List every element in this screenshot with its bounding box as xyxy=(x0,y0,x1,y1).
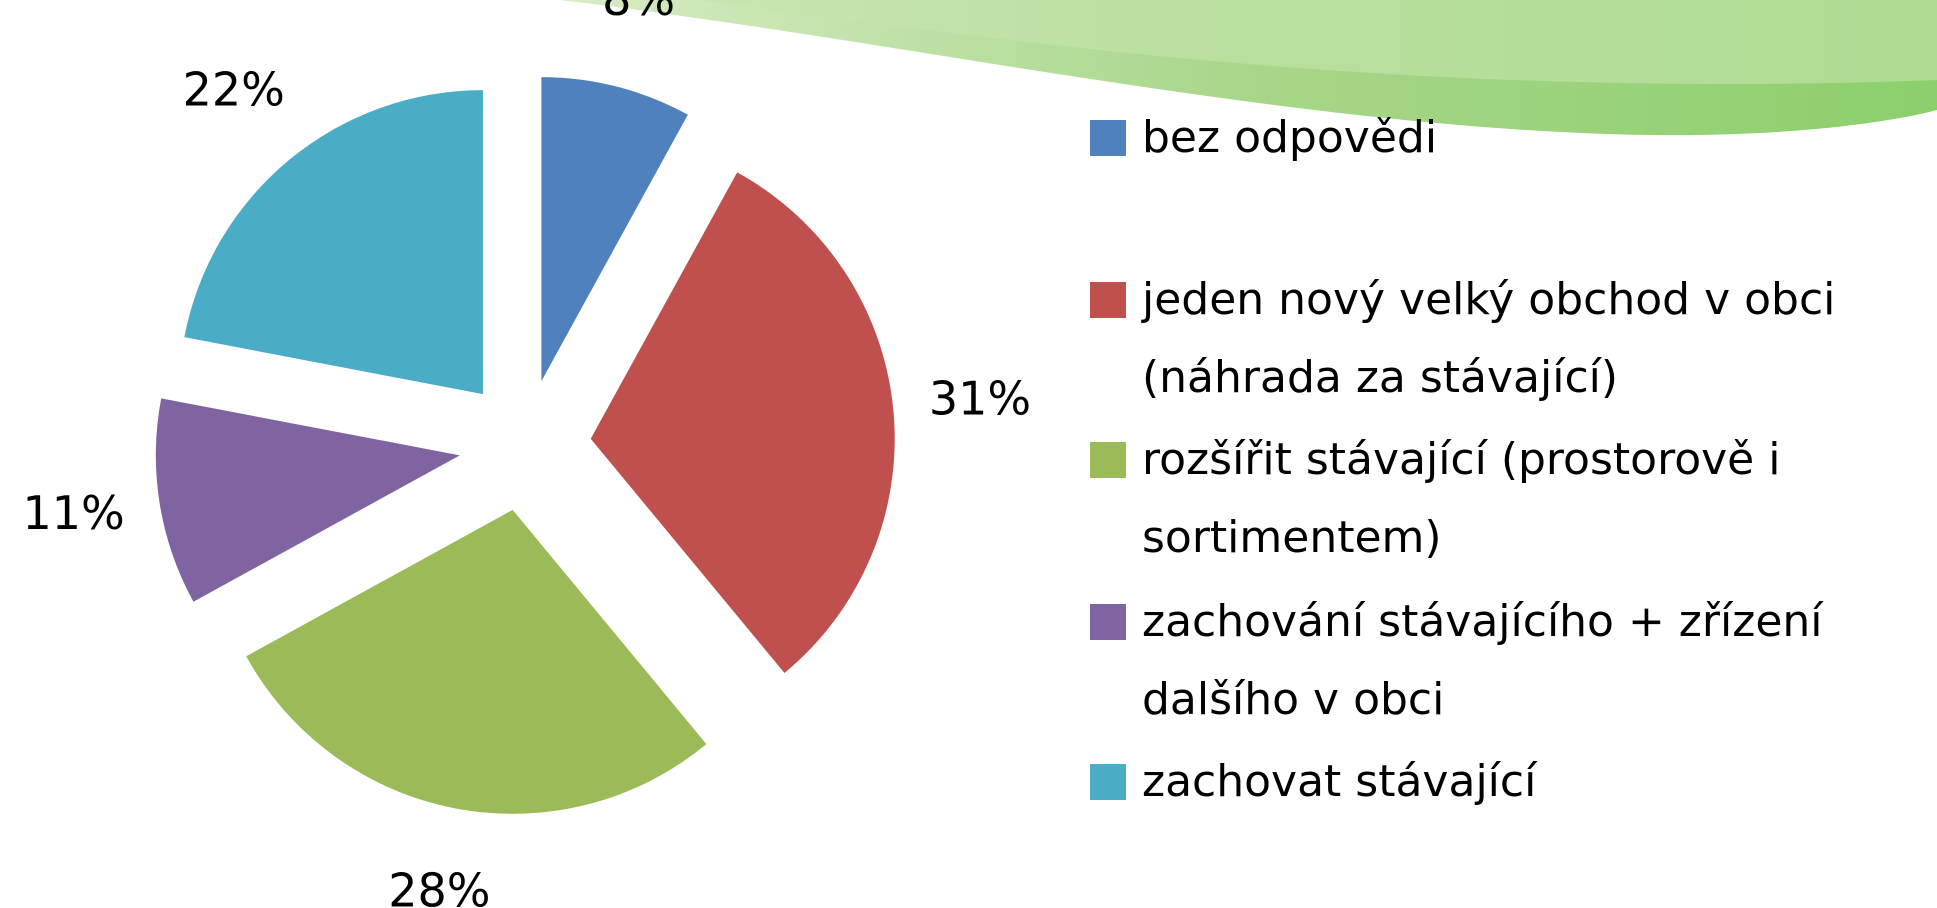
legend-label: zachovat stávající xyxy=(1142,743,1536,821)
legend-swatch xyxy=(1090,282,1126,318)
legend-label: zachování stávajícího + zřízení dalšího … xyxy=(1142,583,1930,739)
legend-item: zachovat stávající xyxy=(1090,743,1930,821)
legend-swatch xyxy=(1090,764,1126,800)
legend-swatch xyxy=(1090,604,1126,640)
legend-swatch xyxy=(1090,120,1126,156)
legend-item: jeden nový velký obchod v obci (náhrada … xyxy=(1090,261,1930,417)
pie-slice xyxy=(184,90,483,394)
data-label: 11% xyxy=(23,486,125,540)
legend-item: zachování stávajícího + zřízení dalšího … xyxy=(1090,583,1930,739)
pie-slice xyxy=(591,172,895,673)
legend-swatch xyxy=(1090,442,1126,478)
legend-label: jeden nový velký obchod v obci (náhrada … xyxy=(1142,261,1930,417)
data-label: 8% xyxy=(602,0,675,26)
legend-label: bez odpovědi xyxy=(1142,99,1437,177)
data-label: 28% xyxy=(388,863,490,908)
page: 8% 31% 28% 11% 22% bez odpovědi jeden nový ve… xyxy=(0,0,1937,908)
data-label: 22% xyxy=(183,62,285,116)
legend-item: bez odpovědi xyxy=(1090,99,1930,177)
data-label: 31% xyxy=(929,371,1031,425)
legend-label: rozšířit stávající (prostorově i sortime… xyxy=(1142,421,1930,577)
pie-slice xyxy=(246,510,706,814)
legend-item: rozšířit stávající (prostorově i sortime… xyxy=(1090,421,1930,577)
